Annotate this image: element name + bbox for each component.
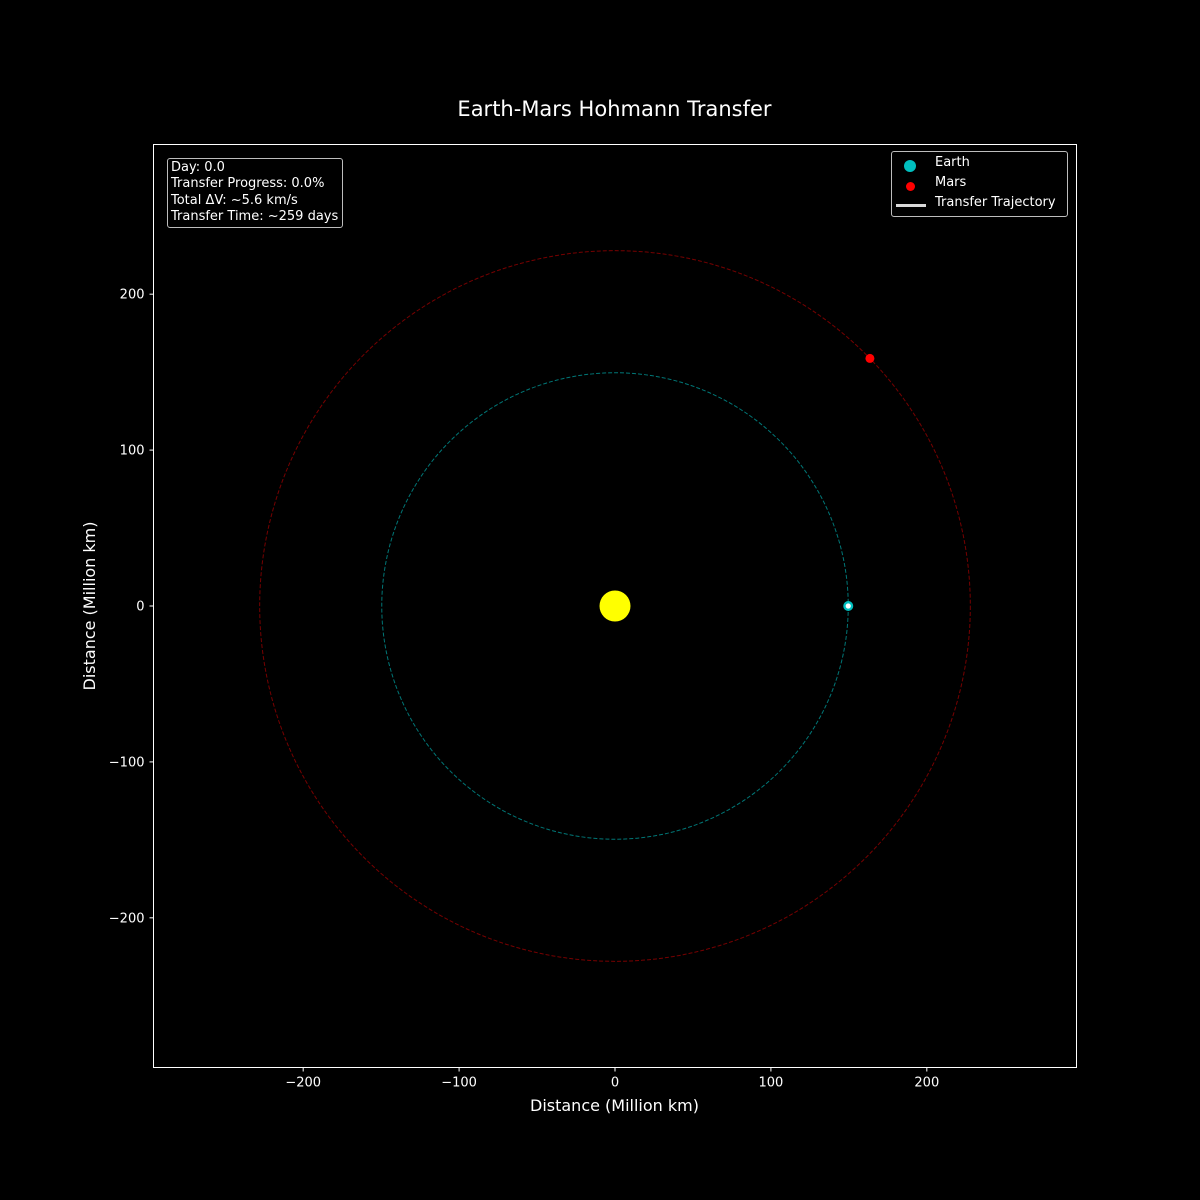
x-tick-label: 100 xyxy=(758,1076,783,1091)
legend-trajectory-line xyxy=(896,204,926,207)
transfer-progress-readout: Transfer Progress: 0.0% xyxy=(171,176,325,192)
chart-title: Earth-Mars Hohmann Transfer xyxy=(457,97,772,121)
plot-area xyxy=(259,250,971,962)
legend-trajectory-label: Transfer Trajectory xyxy=(935,195,1056,210)
delta-v-readout: Total ΔV: ~5.6 km/s xyxy=(171,192,298,208)
legend-mars-label: Mars xyxy=(935,175,967,190)
legend-item-earth: Earth xyxy=(892,155,1067,173)
y-axis-label: Distance (Million km) xyxy=(80,522,99,691)
x-tick-label: −100 xyxy=(441,1076,477,1091)
legend-item-trajectory: Transfer Trajectory xyxy=(892,195,1067,213)
spacecraft-marker xyxy=(845,603,851,609)
y-tick-label: 100 xyxy=(120,444,145,459)
sun-marker xyxy=(599,590,631,622)
legend-item-mars: Mars xyxy=(892,175,1067,193)
orbit-mars xyxy=(259,250,971,962)
legend-earth-marker xyxy=(904,160,916,172)
transfer-time-readout: Transfer Time: ~259 days xyxy=(171,208,339,224)
info-box: Day: 0.0 Transfer Progress: 0.0% Total Δ… xyxy=(167,158,344,229)
x-axis-label: Distance (Million km) xyxy=(530,1096,699,1115)
legend-earth-label: Earth xyxy=(935,155,970,170)
y-tick-label: −100 xyxy=(109,755,145,770)
y-tick-label: 200 xyxy=(120,288,145,303)
day-readout: Day: 0.0 xyxy=(171,160,225,175)
y-axis: −200 −100 0 100 200 xyxy=(109,288,154,926)
legend: Earth Mars Transfer Trajectory xyxy=(891,151,1068,217)
x-tick-label: 200 xyxy=(914,1076,939,1091)
x-tick-label: −200 xyxy=(285,1076,321,1091)
y-tick-label: 0 xyxy=(136,600,144,615)
x-tick-label: 0 xyxy=(611,1076,619,1091)
x-axis: −200 −100 0 100 200 xyxy=(285,1067,939,1091)
mars-marker xyxy=(865,353,875,363)
y-tick-label: −200 xyxy=(109,911,145,926)
legend-mars-marker xyxy=(906,182,915,191)
